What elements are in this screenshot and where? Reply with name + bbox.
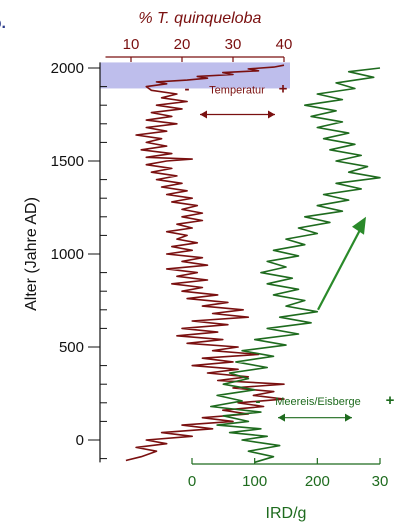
seaice-plus-sign: + <box>386 392 394 409</box>
bottom-axis-title: IRD/g <box>266 505 307 522</box>
seaice-minus-sign: - <box>256 393 261 410</box>
y-axis-tick-label: 1000 <box>51 246 84 263</box>
top-axis-title: % T. quinqueloba <box>138 10 261 27</box>
seaice-arrow-head-left <box>278 413 285 422</box>
bottom-axis-tick-label: 0 <box>188 473 196 490</box>
series-line-ird <box>210 67 381 464</box>
temperature-arrow-head-right <box>268 110 275 119</box>
top-axis-tick-label: 10 <box>123 36 140 53</box>
y-axis-tick-label: 2000 <box>51 60 84 77</box>
temperature-arrow-head-left <box>200 110 207 119</box>
bottom-axis-tick-label: 100 <box>242 473 267 490</box>
trend-arrow-line <box>317 225 363 311</box>
y-axis-title: Alter (Jahre AD) <box>23 197 40 311</box>
top-axis-tick-label: 20 <box>174 36 191 53</box>
temperature-plus-sign: + <box>279 80 288 97</box>
panel-letter: b. <box>0 15 6 32</box>
top-axis-tick-label: 30 <box>225 36 242 53</box>
top-axis-tick-label: 40 <box>276 36 293 53</box>
temperature-label: Temperatur <box>209 84 265 96</box>
bottom-axis-tick-label: 30 <box>372 473 389 490</box>
trend-arrow-head <box>352 216 366 235</box>
temperature-minus-sign: - <box>185 80 190 97</box>
seaice-arrow-head-right <box>345 413 352 422</box>
bottom-axis-tick-label: 200 <box>305 473 330 490</box>
shaded-band-recent <box>100 62 290 89</box>
y-axis-tick-label: 500 <box>59 339 84 356</box>
seaice-label: Meereis/Eisberge <box>275 396 361 408</box>
y-axis-tick-label: 0 <box>76 432 84 449</box>
y-axis-tick-label: 1500 <box>51 153 84 170</box>
